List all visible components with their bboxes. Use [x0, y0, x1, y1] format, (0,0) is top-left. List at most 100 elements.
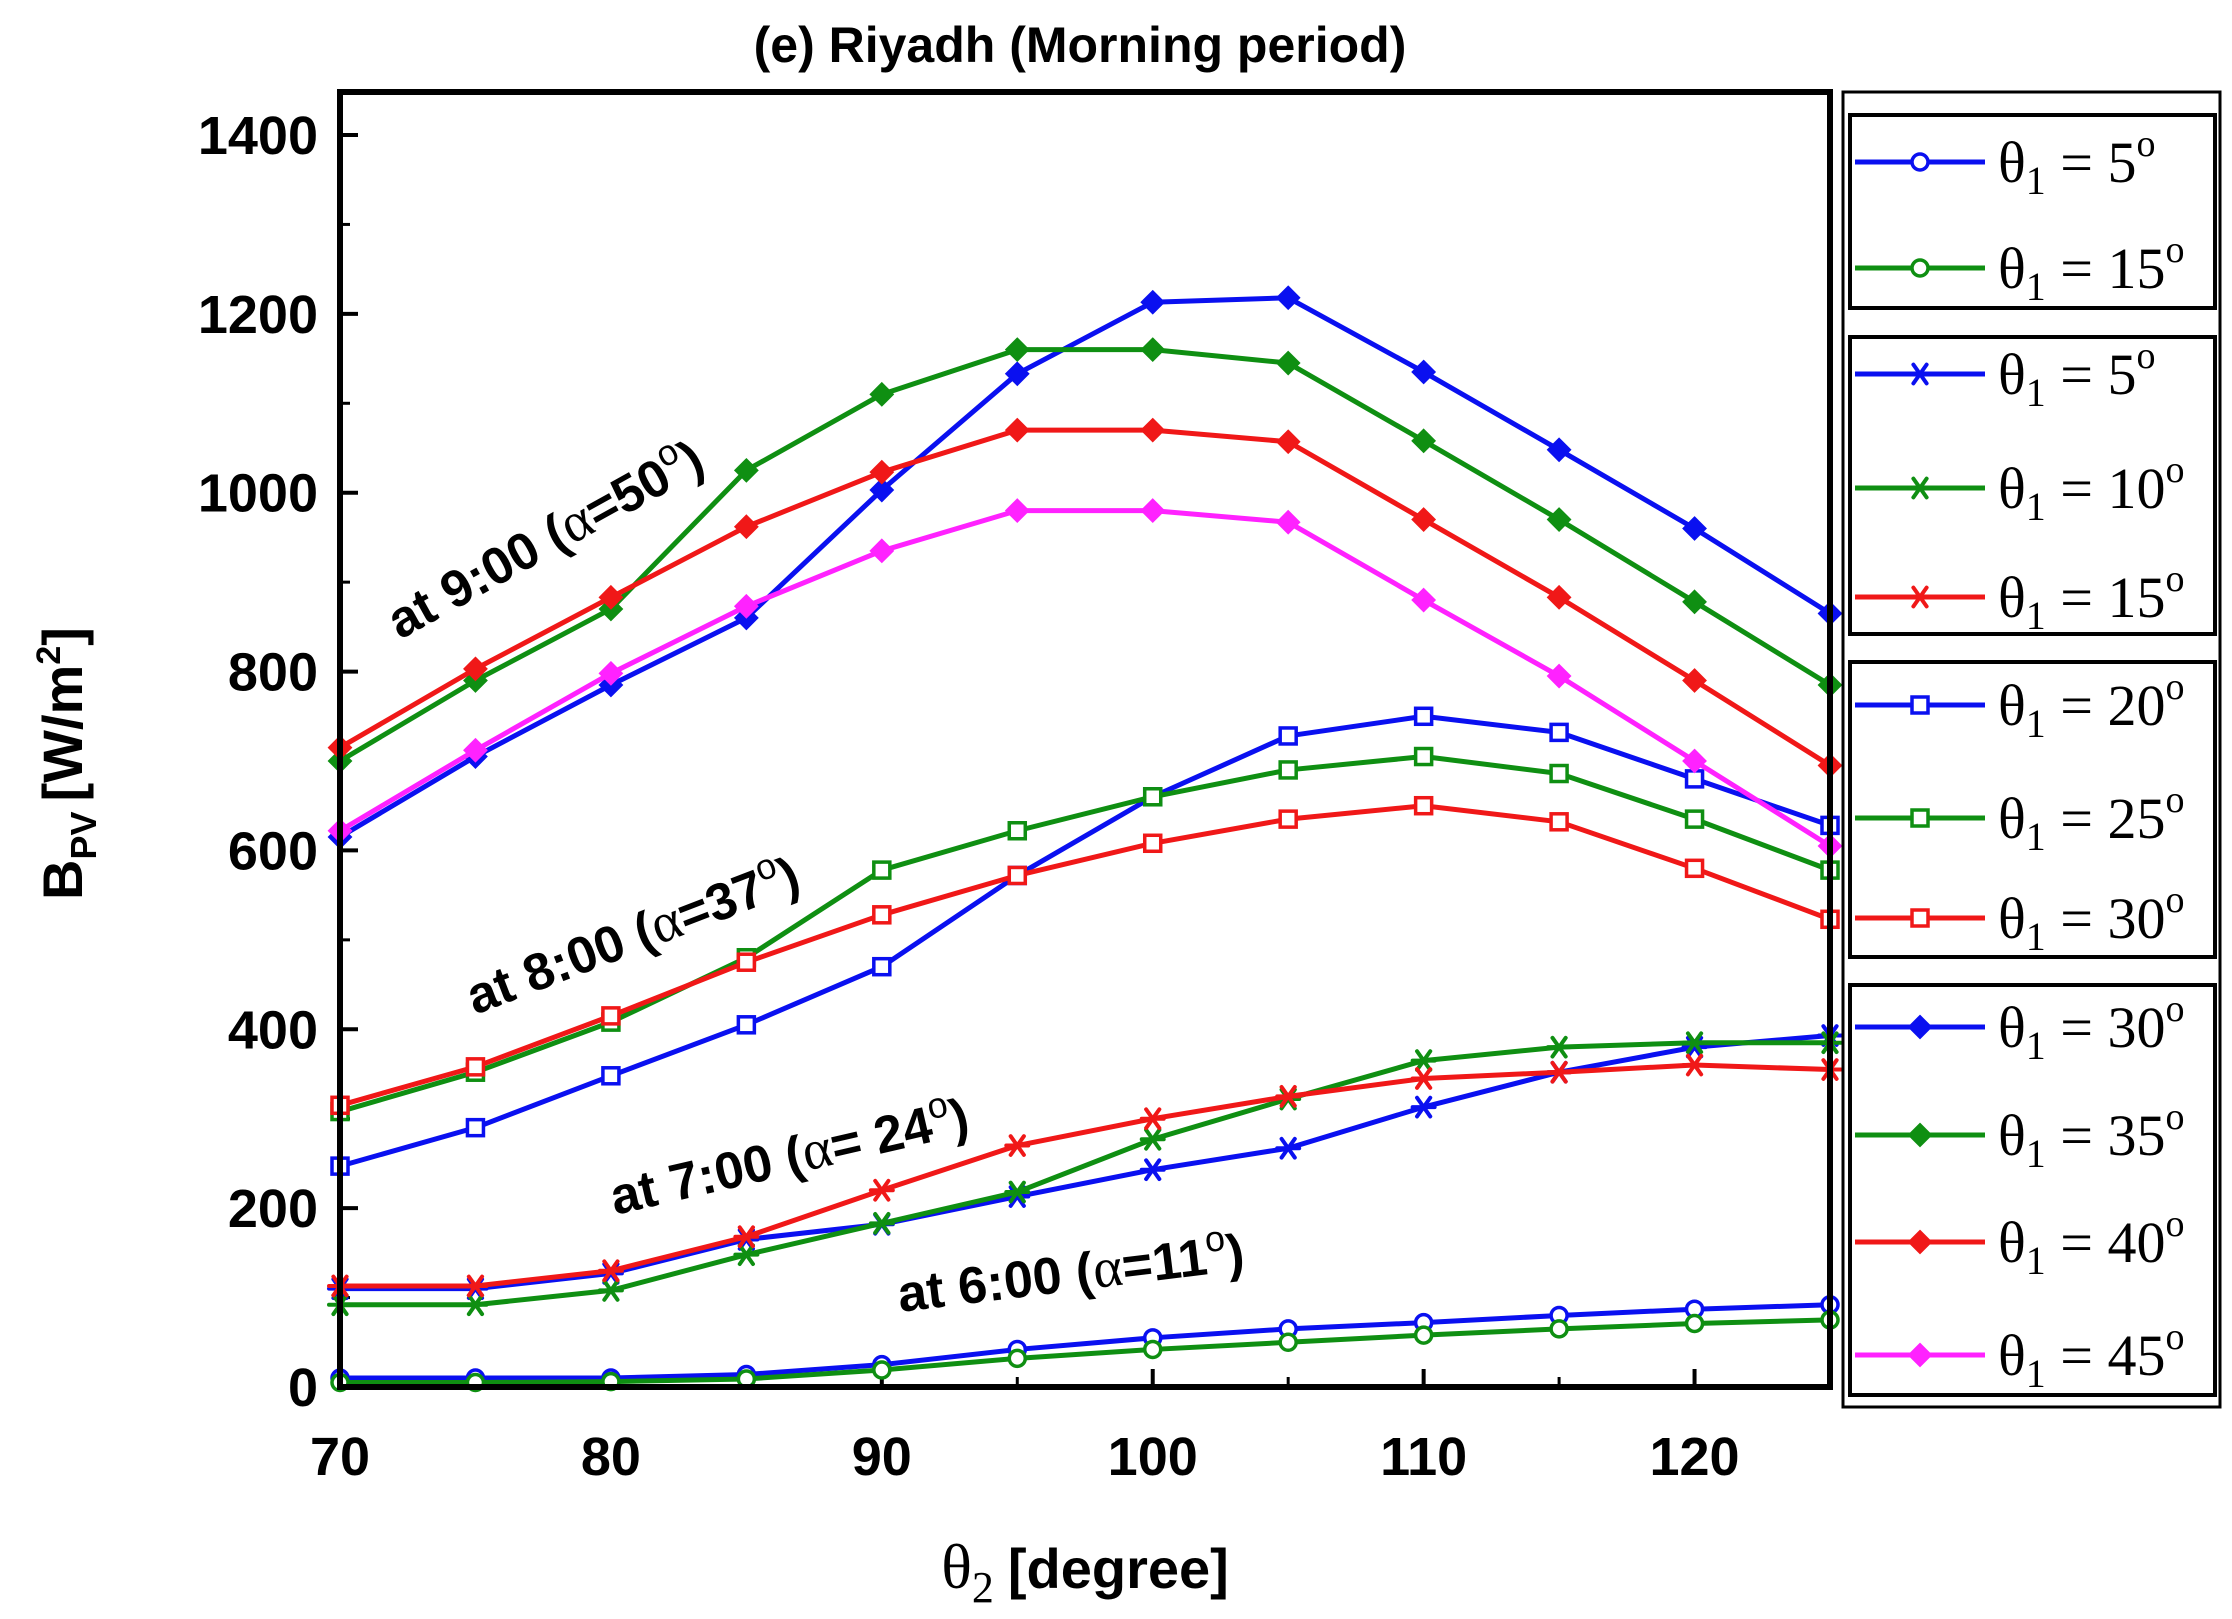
legend-item: θ1 = 35o	[1855, 1096, 2185, 1176]
data-point	[1549, 722, 1569, 743]
x-tick-label: 80	[581, 1427, 641, 1487]
axis-ticks: 0 200 400 600 800 1000 1200 1400 70 80 90 100 110 120	[198, 106, 1832, 1487]
data-point	[1139, 1158, 1166, 1182]
data-point	[869, 381, 895, 407]
data-point	[462, 1293, 489, 1317]
annotation-label: at 7:00 (α= 24o)	[603, 1079, 975, 1228]
x-axis-label-symbol: θ	[941, 1531, 972, 1602]
series-line	[339, 754, 1831, 1114]
data-point	[1007, 865, 1028, 886]
legend-label: θ1 = 15o	[1998, 229, 2185, 309]
series-line	[338, 295, 1832, 840]
legend-group-box	[1848, 983, 2217, 1397]
annotation-label: at 6:00 (α=11o)	[893, 1215, 1247, 1325]
y-tick-label: 1400	[198, 106, 318, 166]
legend-item: θ1 = 15o	[1855, 558, 2185, 638]
data-point	[872, 956, 892, 977]
y-tick-label: 0	[288, 1358, 318, 1418]
legend-group-box	[1848, 113, 2217, 310]
data-point	[465, 1117, 486, 1138]
legend-item: θ1 = 20o	[1855, 666, 2185, 746]
data-point	[1275, 285, 1301, 311]
data-point	[868, 1211, 895, 1235]
x-axis-label: θ2 [degree]	[941, 1531, 1229, 1612]
data-point	[597, 1279, 624, 1302]
data-point	[1411, 507, 1437, 532]
data-point	[1684, 858, 1705, 879]
data-point	[1413, 795, 1434, 816]
data-point	[1684, 809, 1705, 829]
data-point	[1907, 1014, 1933, 1040]
data-point	[1004, 498, 1030, 524]
data-point	[869, 538, 895, 564]
y-tick-label: 200	[228, 1179, 318, 1239]
x-axis-label-unit: [degree]	[1008, 1537, 1229, 1600]
data-point	[598, 660, 624, 686]
legend-label: θ1 = 10o	[1998, 449, 2185, 529]
data-point	[1413, 706, 1434, 727]
data-point	[1278, 760, 1298, 780]
series-0-1	[330, 1310, 1840, 1393]
data-point	[1004, 361, 1030, 387]
legend: θ1 = 5o θ1 = 15o θ1 = 5o θ1 = 10o θ1 = 15o θ1…	[1841, 90, 2222, 1409]
data-point	[1907, 585, 1933, 609]
data-point	[1907, 476, 1933, 500]
series-line	[340, 1062, 1831, 1289]
data-point	[463, 737, 488, 763]
data-point	[1278, 726, 1298, 746]
series-line	[340, 1033, 1831, 1292]
data-point	[1413, 1325, 1434, 1345]
legend-label: θ1 = 5o	[1998, 123, 2156, 203]
data-point	[1413, 746, 1434, 767]
legend-label: θ1 = 5o	[1998, 335, 2156, 415]
data-point	[1546, 437, 1572, 463]
data-point	[462, 1274, 489, 1298]
annotation-label: at 8:00 (α=37o)	[455, 838, 807, 1027]
legend-item: θ1 = 40o	[1855, 1203, 2185, 1283]
annotation-label: at 9:00 (α=50o)	[373, 422, 713, 652]
data-point	[1004, 1180, 1031, 1204]
data-point	[1139, 1107, 1166, 1131]
chart-title: (e) Riyadh (Morning period)	[754, 17, 1407, 73]
data-point	[733, 1225, 760, 1249]
data-point	[1546, 1060, 1573, 1084]
data-point	[1410, 1095, 1437, 1119]
data-point	[1684, 1313, 1705, 1334]
data-point	[1682, 516, 1707, 541]
data-point	[872, 1360, 892, 1380]
data-point	[1139, 1127, 1166, 1151]
data-point	[869, 459, 895, 485]
data-point	[1275, 429, 1301, 455]
series-line	[339, 713, 1831, 1169]
data-point	[1140, 417, 1166, 443]
x-tick-label: 70	[310, 1427, 370, 1487]
data-point	[1910, 808, 1930, 828]
y-axis-label-main: B	[31, 860, 94, 900]
data-point	[736, 952, 757, 972]
svg-text:BPV[W/m2]: BPV [W/m2]	[30, 627, 104, 900]
y-axis-label-sub: PV	[63, 812, 104, 860]
data-point	[736, 1015, 757, 1035]
data-point	[1681, 1031, 1708, 1055]
data-point	[1546, 507, 1572, 532]
data-point	[1546, 584, 1572, 610]
data-point	[868, 1178, 895, 1202]
data-point	[1907, 1342, 1933, 1368]
data-point	[1278, 1332, 1298, 1353]
y-tick-label: 400	[228, 1000, 318, 1060]
data-point	[733, 1243, 760, 1266]
series-line	[340, 1317, 1831, 1386]
x-tick-label: 90	[852, 1427, 912, 1487]
data-point	[1007, 821, 1028, 841]
data-point	[1410, 1067, 1437, 1090]
data-point	[1411, 587, 1437, 613]
data-point	[872, 905, 892, 925]
y-axis-label-unit: [W/m	[31, 665, 94, 802]
data-point	[1275, 509, 1301, 535]
data-point	[1549, 812, 1569, 832]
legend-label: θ1 = 15o	[1998, 558, 2185, 638]
data-point	[1140, 337, 1166, 363]
legend-item: θ1 = 30o	[1855, 988, 2185, 1068]
legend-item: θ1 = 45o	[1855, 1316, 2185, 1396]
